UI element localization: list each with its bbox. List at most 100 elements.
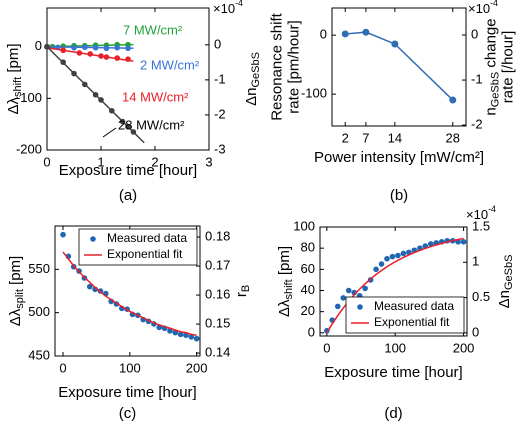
x-tick-label: 0 xyxy=(43,154,50,169)
y-axis-label: Resonance shift xyxy=(268,12,285,120)
label-part: -4 xyxy=(488,204,496,214)
label-part: B xyxy=(240,285,252,292)
y-axis-label: Δλshift [pm] xyxy=(5,43,24,114)
panel-caption: (b) xyxy=(390,187,408,204)
legend-label: Measured data xyxy=(374,299,454,313)
y-tick-label: 100 xyxy=(293,218,315,233)
x-axis-label: Power intensity [mW/cm²] xyxy=(314,149,484,166)
y2-tick-label: 0.17 xyxy=(205,257,230,272)
legend-label: Exponential fit xyxy=(107,247,183,261)
data-point xyxy=(345,287,352,294)
data-point xyxy=(362,285,368,292)
y-tick-label: 60 xyxy=(301,261,315,276)
y2-tick-label: -2 xyxy=(214,106,226,121)
label-part: n xyxy=(482,107,499,115)
y-tick-label: 40 xyxy=(301,282,315,297)
data-point xyxy=(92,91,99,98)
data-point xyxy=(82,81,88,88)
data-point xyxy=(395,252,401,259)
label-part: Power intensity [mW/cm²] xyxy=(314,149,484,166)
y2-tick-label: 0.15 xyxy=(205,316,230,331)
data-point xyxy=(125,123,131,130)
y2-tick-label: -2 xyxy=(471,117,483,132)
x-tick-label: 0 xyxy=(323,340,330,355)
fit-line xyxy=(62,251,197,336)
axis-exponent: ×10-4 xyxy=(466,204,496,222)
label-part: [pm] xyxy=(276,246,293,279)
data-point xyxy=(389,253,396,260)
data-point xyxy=(92,44,99,51)
label-part: Δn xyxy=(243,88,260,106)
y-tick-label: 80 xyxy=(301,240,315,255)
series-label: 28 MW/cm² xyxy=(118,117,185,132)
data-point xyxy=(340,295,347,301)
x-tick-label: 1 xyxy=(97,154,104,169)
label-part: Δλ xyxy=(5,97,22,115)
series-label: 7 MW/cm² xyxy=(123,22,183,37)
legend-box xyxy=(345,296,465,334)
y2-tick-label: 1 xyxy=(472,254,479,269)
data-point xyxy=(76,50,83,56)
data-point xyxy=(384,255,390,262)
y-tick-label: 20 xyxy=(301,303,315,318)
data-point xyxy=(60,231,66,238)
axis-exponent: ×10-4 xyxy=(468,0,498,16)
data-point xyxy=(82,44,88,51)
panel-caption: (c) xyxy=(119,405,137,422)
y2-axis-label: ΔnGeSbS xyxy=(243,52,262,106)
legend-box xyxy=(78,228,198,266)
label-part: r xyxy=(233,292,250,297)
data-point xyxy=(44,43,50,50)
axis-exponent: ×10-4 xyxy=(213,0,243,16)
data-point xyxy=(373,266,379,273)
label-part: Δλ xyxy=(276,299,293,317)
data-point xyxy=(114,55,120,61)
data-point xyxy=(60,47,66,54)
y-tick-label: -200 xyxy=(16,141,42,156)
data-point xyxy=(103,54,110,60)
data-point xyxy=(362,28,370,36)
label-part: Δλ xyxy=(7,308,24,326)
label-part: -4 xyxy=(235,0,243,8)
y2-tick-label: 0.16 xyxy=(205,287,230,302)
x-tick-label: 14 xyxy=(388,130,402,145)
label-part: Δn xyxy=(496,290,513,308)
label-part: Exposure time [hour] xyxy=(58,384,196,401)
x-tick-label: 7 xyxy=(362,130,369,145)
label-part: [pm] xyxy=(7,256,24,289)
y-tick-label: 500 xyxy=(28,304,50,319)
label-part: change xyxy=(482,18,499,71)
leader-line xyxy=(102,127,117,138)
panel-caption: (a) xyxy=(119,187,137,204)
y2-tick-label: 0.18 xyxy=(205,228,230,243)
y-axis-label: Δλsplit [pm] xyxy=(7,256,26,326)
data-point xyxy=(177,331,184,338)
data-point xyxy=(86,283,93,290)
label-part: rate [pm/hour] xyxy=(285,20,302,113)
y-tick-label: 0 xyxy=(35,38,42,53)
data-point xyxy=(188,334,195,340)
data-point xyxy=(193,335,200,342)
data-point xyxy=(341,30,349,38)
legend-label: Exponential fit xyxy=(374,315,450,329)
y2-tick-label: -1 xyxy=(471,71,483,86)
data-point xyxy=(71,44,77,51)
label-part: GeSbS xyxy=(250,52,262,87)
y2-tick-label: 0.14 xyxy=(205,345,230,360)
plot-frame xyxy=(331,7,467,127)
y2-axis-label: rate [/hour] xyxy=(499,31,516,104)
label-part: Exposure time [hour] xyxy=(59,162,197,179)
data-point xyxy=(460,239,467,245)
series-label: 2 MW/cm² xyxy=(140,57,200,72)
y2-axis-label: ΔnGeSbS xyxy=(496,255,515,309)
data-point xyxy=(334,303,341,310)
label-part: rate [/hour] xyxy=(499,31,516,104)
label-part: ×10 xyxy=(468,1,490,16)
data-point xyxy=(378,261,385,267)
data-point xyxy=(125,56,131,62)
y-tick-label: -100 xyxy=(301,86,327,101)
y-tick-label: 550 xyxy=(28,261,50,276)
y2-tick-label: 0 xyxy=(472,324,479,339)
